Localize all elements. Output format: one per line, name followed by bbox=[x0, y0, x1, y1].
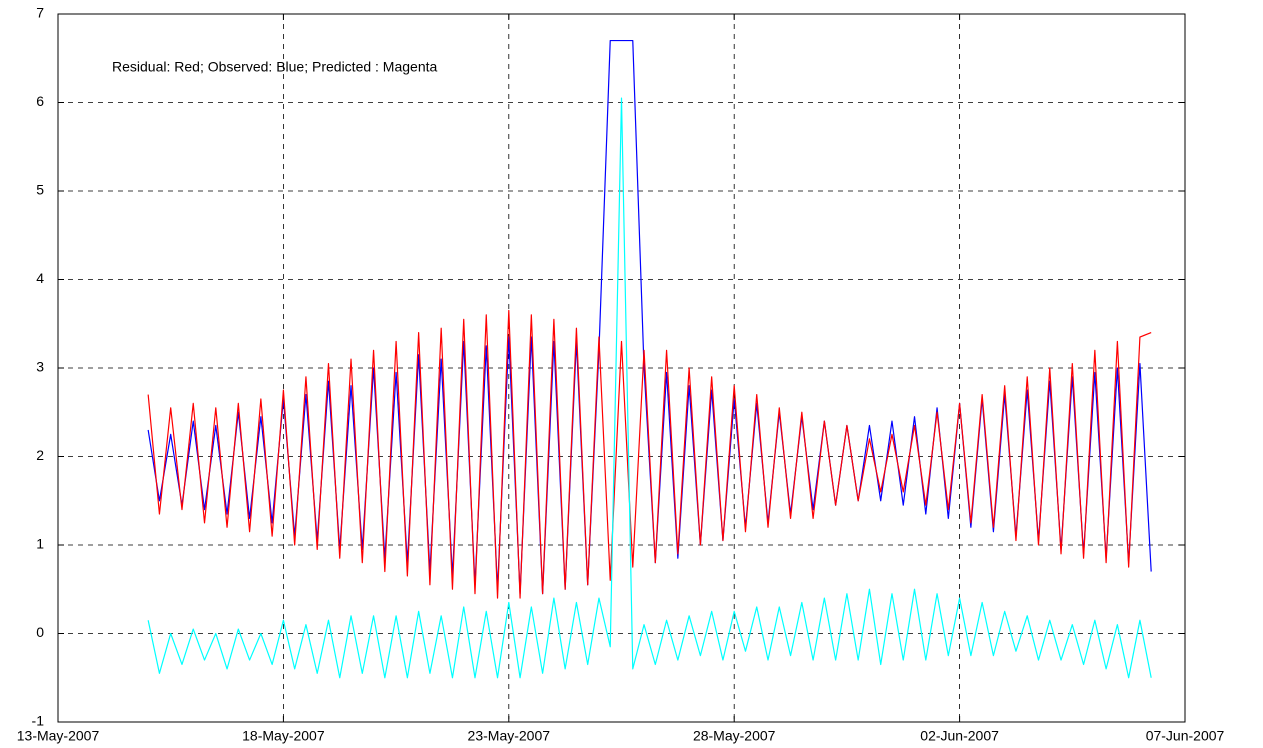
y-tick-label: 0 bbox=[36, 624, 44, 640]
y-tick-label: 1 bbox=[36, 536, 44, 552]
series-line bbox=[147, 309, 1152, 599]
series-line bbox=[147, 97, 1152, 679]
y-tick-label: 3 bbox=[36, 359, 44, 375]
y-tick-label: 2 bbox=[36, 447, 44, 463]
x-tick-label: 02-Jun-2007 bbox=[920, 728, 999, 744]
x-tick-label: 18-May-2007 bbox=[242, 728, 325, 744]
plot-frame bbox=[57, 13, 1186, 723]
x-tick-label: 23-May-2007 bbox=[468, 728, 551, 744]
x-tick-label: 13-May-2007 bbox=[17, 728, 100, 744]
annotation: Residual: Red; Observed: Blue; Predicted… bbox=[112, 59, 438, 75]
y-tick-label: 7 bbox=[36, 5, 44, 21]
x-tick-label: 07-Jun-2007 bbox=[1146, 728, 1225, 744]
x-tick-label: 28-May-2007 bbox=[693, 728, 776, 744]
y-tick-label: 4 bbox=[36, 270, 44, 286]
y-tick-label: 5 bbox=[36, 182, 44, 198]
y-tick-label: 6 bbox=[36, 93, 44, 109]
y-tick-label: -1 bbox=[32, 713, 45, 729]
